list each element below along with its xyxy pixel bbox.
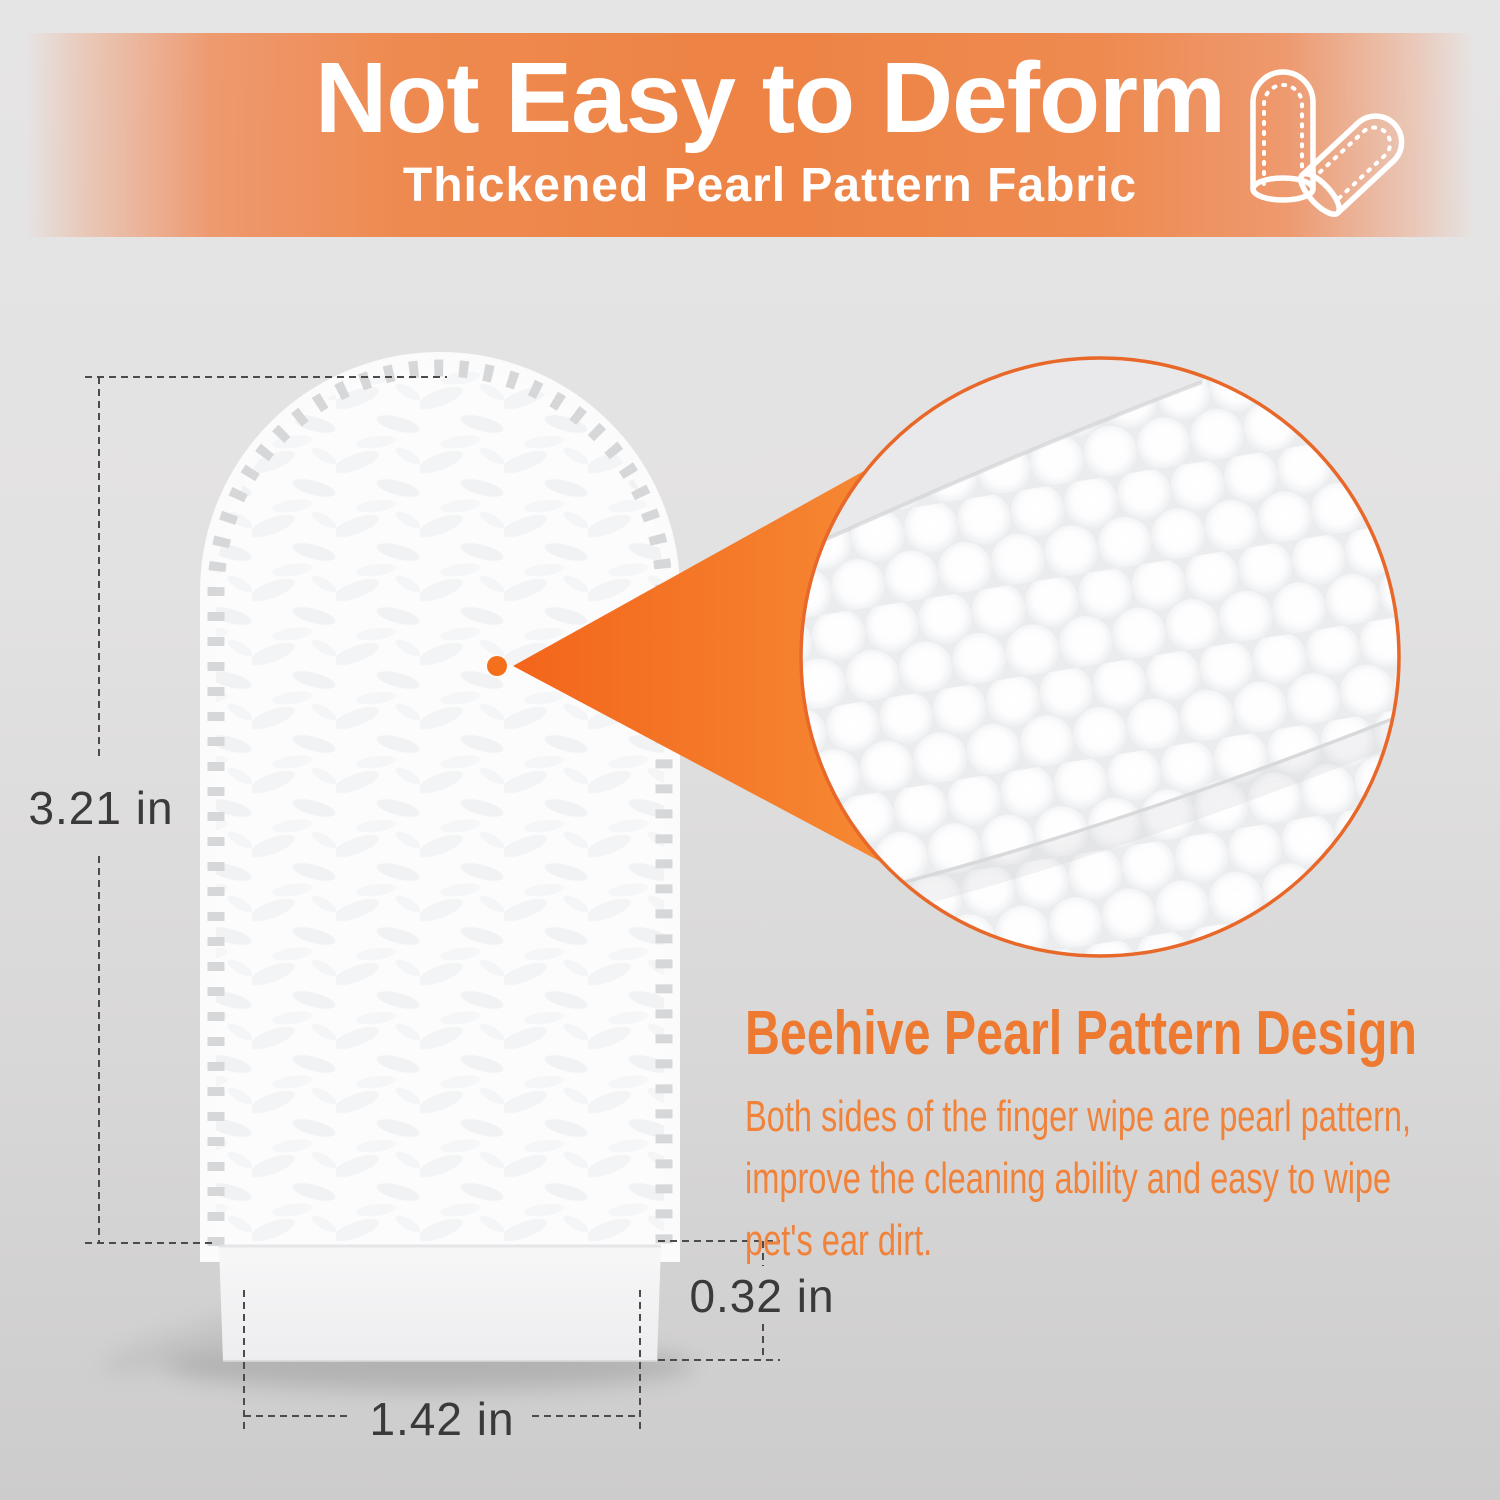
pattern-note-line: Both sides of the finger wipe are pearl … <box>745 1092 1412 1141</box>
wipe-capsule-upright <box>1250 69 1316 203</box>
header-banner <box>25 33 1475 237</box>
cuff-dimension-label: 0.32 in <box>689 1270 835 1322</box>
page-title: Not Easy to Deform <box>315 42 1226 154</box>
wipe-capsule-tilted <box>1298 113 1405 217</box>
callout-dot <box>487 656 507 676</box>
pattern-note-line: pet's ear dirt. <box>745 1216 933 1265</box>
width-dimension-label: 1.42 in <box>369 1393 515 1445</box>
dimension-lines <box>85 376 780 1432</box>
finger-wipes-icon <box>1245 52 1435 227</box>
wipe-cuff <box>219 1246 661 1361</box>
pattern-note-line: improve the cleaning ability and easy to… <box>745 1154 1392 1203</box>
pattern-note-body: Both sides of the finger wipe are pearl … <box>745 1086 1411 1272</box>
stitch-ticks <box>207 359 673 1246</box>
page-subtitle: Thickened Pearl Pattern Fabric <box>402 159 1138 212</box>
pattern-note-heading: Beehive Pearl Pattern Design <box>745 999 1417 1068</box>
height-dimension-label: 3.21 in <box>28 782 174 834</box>
finger-wipe-illustration <box>200 352 680 1362</box>
lens-border <box>799 356 1401 958</box>
pearl-texture <box>801 358 1399 956</box>
magnifier-lens <box>799 356 1401 958</box>
